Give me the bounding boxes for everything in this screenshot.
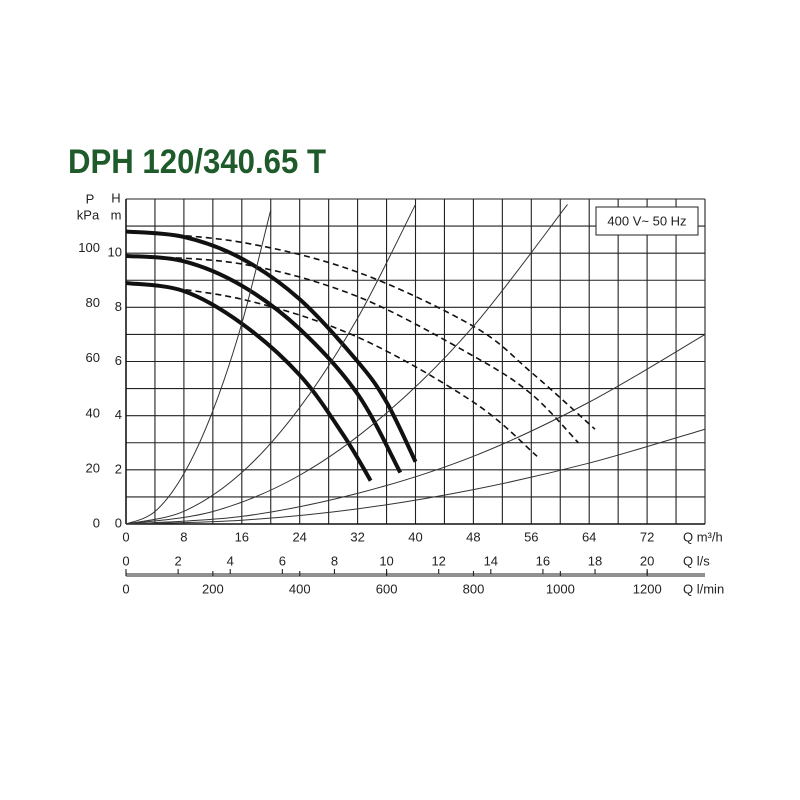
x-axis-label: Q m³/h (683, 529, 723, 544)
y2-label: P (86, 191, 95, 206)
x-tick-label: 18 (588, 553, 602, 568)
y-label: H (111, 190, 120, 205)
dashed-curve (125, 255, 579, 444)
x-tick-label: 800 (463, 581, 485, 596)
x-tick-label: 14 (484, 553, 498, 568)
x-tick-label: 0 (122, 581, 129, 596)
x-tick-label: 72 (640, 529, 654, 544)
annotation-box (595, 206, 699, 236)
y-tick-label: 8 (115, 299, 122, 314)
x-tick-label: 20 (640, 553, 654, 568)
curve (125, 333, 706, 525)
x-tick-label: 1200 (633, 581, 662, 596)
x-tick-label: 24 (292, 529, 306, 544)
x-tick-label: 16 (536, 553, 550, 568)
curve (125, 204, 416, 525)
chart-title: DPH 120/340.65 T (68, 143, 326, 181)
y2-unit: kPa (77, 207, 100, 222)
x-tick-label: 2 (174, 553, 181, 568)
y-tick-label: 6 (115, 353, 122, 368)
x-tick-label: 40 (408, 529, 422, 544)
y-tick-label: 2 (115, 461, 122, 476)
curve (125, 204, 568, 525)
x-tick-label: 200 (202, 581, 224, 596)
x-tick-label: 8 (331, 553, 338, 568)
x-axis-label: Q l/s (683, 553, 710, 568)
x-tick-label: 1000 (546, 581, 575, 596)
curve (125, 209, 272, 525)
x-tick-label: 0 (122, 553, 129, 568)
annotation: 400 V~ 50 Hz (607, 213, 686, 228)
x-tick-label: 400 (289, 581, 311, 596)
x-tick-label: 6 (279, 553, 286, 568)
y2-tick-label: 100 (78, 240, 100, 255)
curve (125, 229, 418, 463)
x-tick-label: 16 (235, 529, 249, 544)
x-tick-label: 64 (582, 529, 596, 544)
y2-tick-label: 80 (86, 295, 100, 310)
dashed-curve (125, 230, 596, 430)
dashed-curve (125, 282, 538, 457)
y-unit: m (111, 207, 122, 222)
x-tick-label: 0 (122, 529, 129, 544)
x-tick-label: 4 (227, 553, 234, 568)
y2-tick-label: 20 (86, 460, 100, 475)
x-tick-label: 12 (431, 553, 445, 568)
x-tick-label: 600 (376, 581, 398, 596)
curve (125, 253, 403, 474)
y2-tick-label: 40 (86, 405, 100, 420)
x-tick-label: 48 (466, 529, 480, 544)
x-axis-label: Q l/min (683, 581, 724, 596)
x-tick-label: 32 (350, 529, 364, 544)
y-tick-label: 10 (108, 245, 122, 260)
x-tick-label: 8 (180, 529, 187, 544)
curve (125, 428, 706, 525)
x-tick-label: 56 (524, 529, 538, 544)
y2-tick-label: 0 (93, 515, 100, 530)
y2-tick-label: 60 (86, 350, 100, 365)
y-tick-label: 0 (115, 515, 122, 530)
x-tick-label: 10 (379, 553, 393, 568)
y-tick-label: 4 (115, 407, 122, 422)
curve (125, 280, 373, 482)
